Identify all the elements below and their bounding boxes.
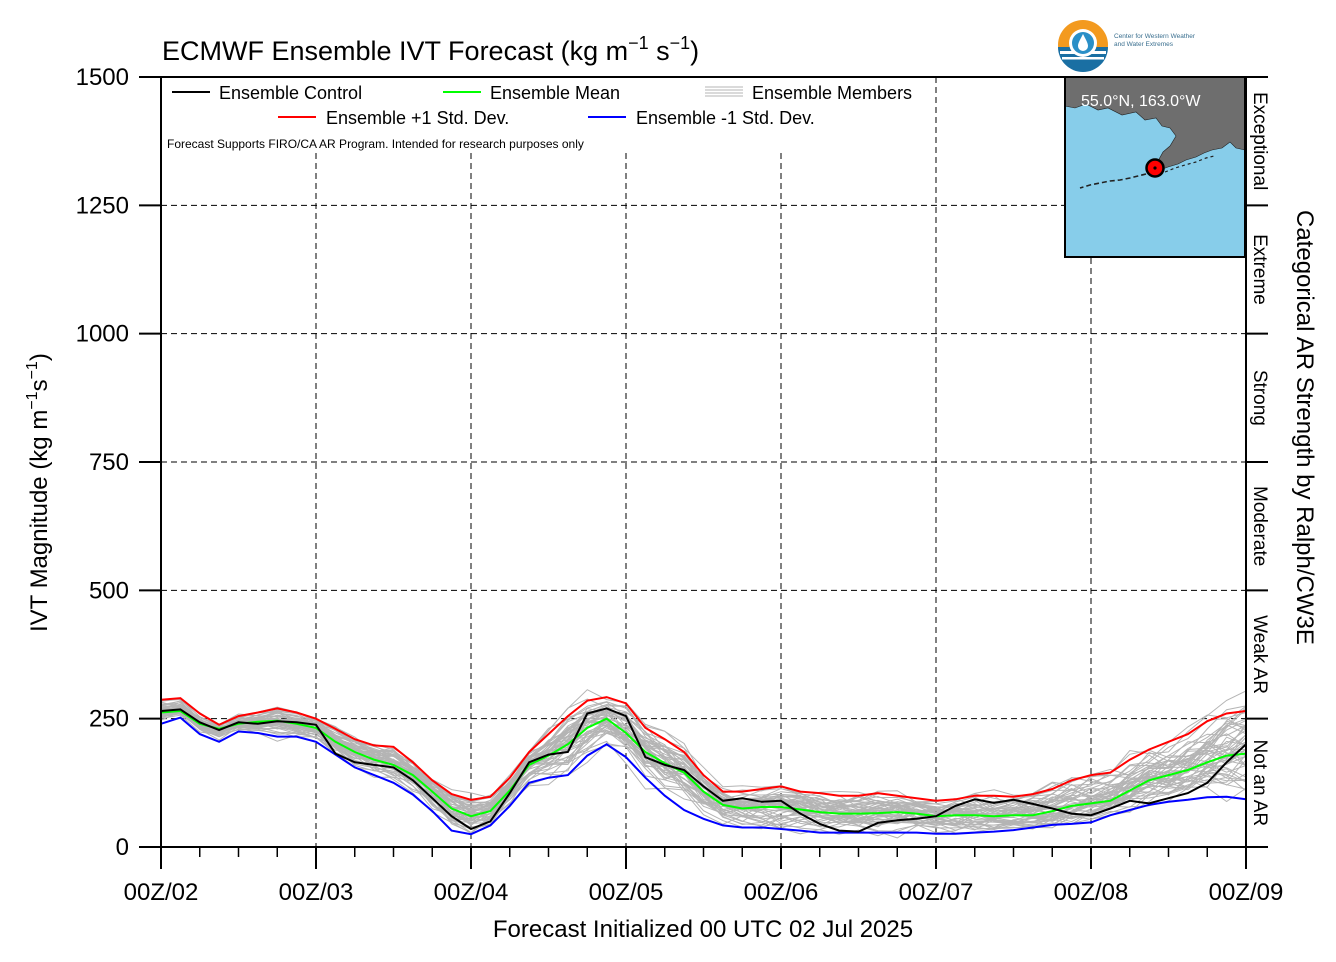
category-label: Weak AR	[1249, 615, 1270, 694]
legend-minus-label: Ensemble -1 Std. Dev.	[636, 108, 815, 128]
y-tick-label: 750	[89, 449, 129, 476]
inset-map: 55.0°N, 163.0°W	[1064, 76, 1246, 258]
y-tick-label: 0	[116, 834, 129, 861]
member-line	[161, 710, 1246, 834]
member-line	[161, 711, 1246, 834]
ensemble-lines	[161, 696, 1246, 836]
inset-coordinates: 55.0°N, 163.0°W	[1081, 93, 1201, 110]
category-label: Strong	[1249, 370, 1270, 426]
x-tick-label: 00Z/08	[1054, 879, 1129, 906]
member-line	[161, 711, 1246, 834]
y-axis-label: IVT Magnitude (kg m−1s−1)	[24, 353, 53, 632]
y-tick-label: 1500	[76, 64, 129, 91]
x-tick-label: 00Z/02	[124, 879, 199, 906]
y-tick-label: 1000	[76, 321, 129, 348]
inset-aleutians	[1079, 173, 1147, 189]
x-tick-label: 00Z/04	[434, 879, 509, 906]
mean-line	[161, 709, 1246, 818]
x-tick-label: 00Z/09	[1209, 879, 1284, 906]
x-axis-label: Forecast Initialized 00 UTC 02 Jul 2025	[493, 916, 913, 943]
legend-swatch-members	[705, 86, 743, 97]
x-tick-label: 00Z/07	[899, 879, 974, 906]
category-label: Not an AR	[1249, 740, 1270, 827]
logo-text-line2: and Water Extremes	[1114, 41, 1174, 48]
cw3e-logo: Center for Western Weather and Water Ext…	[1056, 17, 1246, 75]
cw3e-logo-icon	[1058, 20, 1108, 72]
right-category-axis: Not an AR Weak AR Moderate Strong Extreme Exc…	[1246, 76, 1270, 848]
right-axis-label: Categorical AR Strength by Ralph/CW3E	[1291, 210, 1318, 645]
category-label: Extreme	[1249, 234, 1270, 305]
legend: Ensemble Control Ensemble Mean Ensemble …	[167, 83, 912, 151]
member-line	[161, 689, 1246, 815]
y-tick-label: 1250	[76, 192, 129, 219]
x-axis: 00Z/02 00Z/03 00Z/04 00Z/05 00Z/06 00Z/07 00Z/…	[124, 847, 1284, 906]
legend-mean-label: Ensemble Mean	[490, 83, 620, 103]
x-tick-label: 00Z/06	[744, 879, 819, 906]
member-line	[161, 711, 1246, 823]
category-label: Exceptional	[1249, 92, 1270, 190]
legend-members-label: Ensemble Members	[752, 83, 912, 103]
category-label: Moderate	[1249, 486, 1270, 566]
y-axis: 0 250 500 750 1000 1250 1500	[76, 64, 161, 861]
grid-lines	[161, 77, 1246, 847]
member-line	[161, 698, 1246, 817]
legend-plus-label: Ensemble +1 Std. Dev.	[326, 108, 509, 128]
minus-std-line	[161, 716, 1246, 836]
member-line	[161, 690, 1246, 814]
y-tick-label: 500	[89, 577, 129, 604]
plus-std-line	[161, 696, 1246, 802]
logo-text-line1: Center for Western Weather	[1114, 33, 1196, 40]
chart-title: ECMWF Ensemble IVT Forecast (kg m−1 s−1)	[162, 33, 699, 66]
disclaimer-note: Forecast Supports FIRO/CA AR Program. In…	[167, 137, 584, 151]
member-line	[161, 712, 1246, 825]
ensemble-members	[161, 689, 1246, 839]
legend-control-label: Ensemble Control	[219, 83, 362, 103]
member-line	[161, 708, 1246, 824]
x-tick-label: 00Z/03	[279, 879, 354, 906]
y-tick-label: 250	[89, 706, 129, 733]
member-line	[161, 704, 1246, 815]
member-line	[161, 708, 1246, 822]
member-line	[161, 703, 1246, 811]
control-line	[161, 707, 1246, 833]
x-tick-label: 00Z/05	[589, 879, 664, 906]
